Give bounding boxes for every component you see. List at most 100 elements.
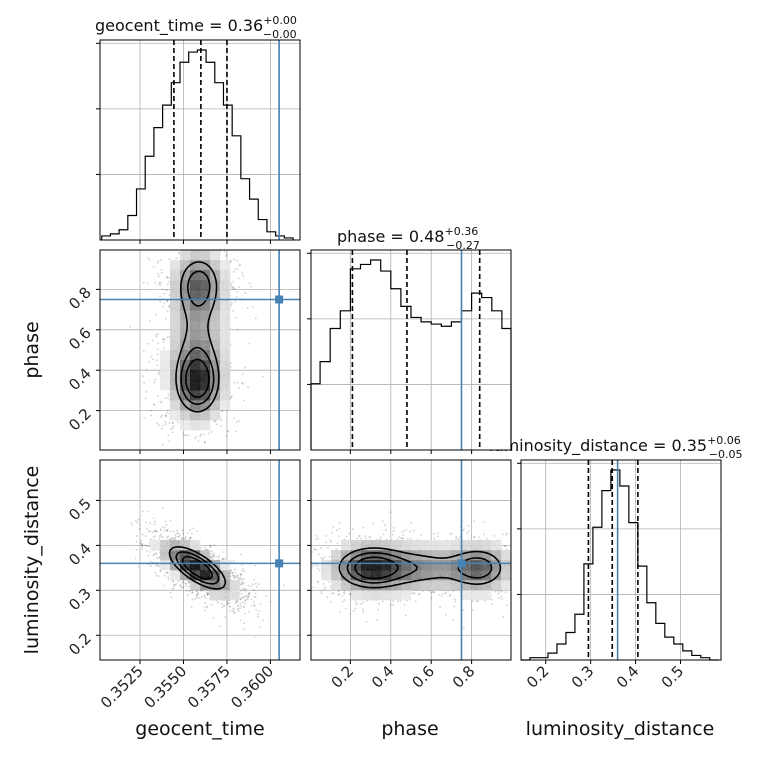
pair-phase-vs-geocent-time-sample: [158, 424, 161, 427]
pair-luminosity-distance-vs-geocent-time-sample: [226, 603, 229, 606]
pair-phase-vs-geocent-time-sample: [157, 342, 160, 344]
pair-luminosity-distance-vs-phase-sample: [381, 600, 384, 603]
pair-luminosity-distance-vs-geocent-time-sample: [167, 576, 169, 578]
pair-luminosity-distance-vs-geocent-time-sample: [194, 597, 197, 600]
pair-phase-vs-geocent-time-density-cell: [220, 340, 231, 351]
pair-phase-vs-geocent-time-density-cell: [200, 410, 211, 421]
pair-phase-vs-geocent-time-sample: [214, 420, 217, 423]
pair-phase-vs-geocent-time-sample: [234, 288, 237, 291]
pair-phase-vs-geocent-time-density-cell: [160, 360, 171, 371]
pair-phase-vs-geocent-time-density-cell: [190, 250, 201, 261]
pair-luminosity-distance-vs-phase-sample: [444, 613, 447, 616]
pair-luminosity-distance-vs-geocent-time-sample: [242, 606, 245, 609]
pair-luminosity-distance-vs-geocent-time-sample: [189, 537, 192, 539]
pair-luminosity-distance-vs-geocent-time-sample: [205, 597, 207, 600]
pair-luminosity-distance-vs-phase-sample: [313, 548, 316, 551]
pair-phase-vs-geocent-time-density-cell: [170, 390, 181, 401]
pair-luminosity-distance-vs-geocent-time-sample: [222, 551, 225, 554]
pair-phase-vs-geocent-time-sample: [155, 313, 158, 316]
pair-phase-vs-geocent-time-sample: [171, 427, 174, 430]
pair-phase-vs-geocent-time-sample: [142, 281, 145, 284]
pair-phase-vs-geocent-time-sample: [152, 358, 154, 361]
pair-phase-vs-geocent-time-sample: [230, 301, 233, 304]
pair-luminosity-distance-vs-geocent-time-sample: [187, 581, 190, 584]
pair-luminosity-distance-vs-phase-sample: [403, 603, 406, 606]
pair-luminosity-distance-vs-geocent-time-sample: [240, 574, 242, 577]
pair-phase-vs-geocent-time-density-cell: [200, 260, 211, 271]
pair-luminosity-distance-vs-phase-sample: [448, 594, 451, 597]
pair-luminosity-distance-vs-phase-sample: [356, 537, 359, 540]
pair-luminosity-distance-vs-phase-sample: [417, 593, 420, 596]
pair-luminosity-distance-vs-phase-sample: [397, 600, 399, 603]
pair-luminosity-distance-vs-geocent-time-sample: [241, 596, 243, 598]
pair-phase-vs-geocent-time-sample: [220, 424, 222, 427]
pair-luminosity-distance-vs-phase-sample: [467, 530, 470, 533]
pair-phase-vs-geocent-time-sample: [143, 416, 146, 419]
pair-luminosity-distance-vs-geocent-time-sample: [207, 591, 209, 594]
pair-luminosity-distance-vs-geocent-time-sample: [166, 528, 169, 531]
pair-luminosity-distance-vs-geocent-time-sample: [230, 569, 233, 571]
pair-luminosity-distance-vs-geocent-time-sample: [229, 606, 231, 608]
pair-luminosity-distance-vs-geocent-time-sample: [145, 545, 148, 547]
pair-luminosity-distance-vs-phase-sample: [329, 539, 332, 541]
pair-luminosity-distance-vs-phase-sample: [471, 600, 474, 602]
pair-phase-vs-geocent-time-sample: [235, 296, 238, 298]
pair-luminosity-distance-vs-geocent-time-sample: [242, 605, 245, 608]
pair-phase-vs-geocent-time-density-cell: [220, 400, 231, 411]
pair-phase-vs-geocent-time-density-cell: [180, 340, 191, 351]
pair-luminosity-distance-vs-phase-sample: [413, 592, 416, 595]
pair-luminosity-distance-vs-phase-sample: [410, 538, 413, 540]
hist-luminosity-distance-xtick-label-2: 0.4: [613, 662, 643, 692]
pair-phase-vs-geocent-time-sample: [157, 395, 159, 398]
pair-luminosity-distance-vs-geocent-time-sample: [239, 607, 242, 610]
pair-phase-vs-geocent-time-sample: [210, 431, 213, 433]
pair-phase-vs-geocent-time-density-cell: [190, 320, 201, 331]
pair-luminosity-distance-vs-geocent-time-sample: [148, 551, 151, 553]
pair-phase-vs-geocent-time-sample: [161, 443, 164, 446]
pair-phase-vs-geocent-time-density-cell: [200, 380, 211, 391]
pair-phase-vs-geocent-time-sample: [166, 283, 169, 286]
pair-luminosity-distance-vs-phase-sample: [398, 536, 401, 538]
pair-phase-vs-geocent-time-sample: [159, 258, 162, 261]
pair-luminosity-distance-vs-geocent-time-sample: [258, 626, 261, 629]
pair-luminosity-distance-vs-phase-sample: [442, 592, 444, 595]
pair-luminosity-distance-vs-geocent-time-sample: [141, 533, 144, 536]
pair-luminosity-distance-vs-geocent-time-sample: [149, 522, 151, 525]
pair-luminosity-distance-vs-geocent-time-sample: [146, 528, 149, 530]
pair-luminosity-distance-vs-geocent-time-sample: [172, 587, 175, 590]
pair-luminosity-distance-vs-geocent-time-sample: [232, 574, 235, 577]
pair-luminosity-distance-vs-phase-sample: [391, 603, 394, 606]
pair-luminosity-distance-vs-geocent-time-sample: [192, 527, 194, 530]
pair-phase-vs-geocent-time-density-cell: [190, 310, 201, 321]
title-geocent-time: geocent_time = 0.36+0.00 −0.00: [95, 14, 297, 41]
x-axis-label-luminosity-distance: luminosity_distance: [526, 718, 715, 740]
pair-phase-vs-geocent-time-sample: [156, 359, 158, 362]
pair-luminosity-distance-vs-geocent-time-sample: [232, 607, 235, 610]
pair-luminosity-distance-vs-phase-sample: [325, 541, 327, 544]
pair-phase-vs-geocent-time-sample: [160, 268, 163, 271]
pair-luminosity-distance-vs-geocent-time-sample: [149, 530, 152, 533]
pair-phase-vs-geocent-time-density-cell: [190, 290, 201, 301]
pair-luminosity-distance-vs-geocent-time-sample: [153, 523, 156, 526]
pair-luminosity-distance-vs-phase-sample: [363, 535, 366, 538]
pair-luminosity-distance-vs-geocent-time-sample: [204, 609, 206, 612]
pair-phase-vs-geocent-time-density-cell: [200, 370, 211, 381]
pair-phase-vs-geocent-time-density-cell: [200, 330, 211, 341]
pair-luminosity-distance-vs-phase-sample: [343, 538, 346, 541]
pair-phase-vs-geocent-time-density-cell: [200, 390, 211, 401]
pair-luminosity-distance-vs-geocent-time-density-cell: [210, 580, 221, 591]
pair-luminosity-distance-vs-phase-sample: [339, 611, 342, 614]
pair-phase-vs-geocent-time-sample: [181, 432, 184, 435]
pair-phase-vs-geocent-time-sample: [167, 434, 170, 437]
pair-luminosity-distance-vs-geocent-time-sample: [170, 596, 173, 599]
pair-luminosity-distance-vs-geocent-time-sample: [217, 556, 220, 559]
pair-luminosity-distance-vs-geocent-time-sample: [184, 582, 187, 585]
pair-luminosity-distance-vs-geocent-time-sample: [247, 595, 250, 598]
pair-phase-vs-geocent-time-density-cell: [200, 320, 211, 331]
pair-luminosity-distance-vs-phase-sample: [498, 590, 501, 593]
pair-luminosity-distance-vs-geocent-time-sample: [233, 611, 236, 614]
pair-luminosity-distance-vs-geocent-time-sample: [247, 593, 250, 595]
pair-luminosity-distance-vs-geocent-time-density-cell: [170, 540, 181, 551]
pair-luminosity-distance-vs-geocent-time-sample: [189, 529, 192, 531]
title-geocent-time-sup: +0.00: [263, 14, 297, 27]
